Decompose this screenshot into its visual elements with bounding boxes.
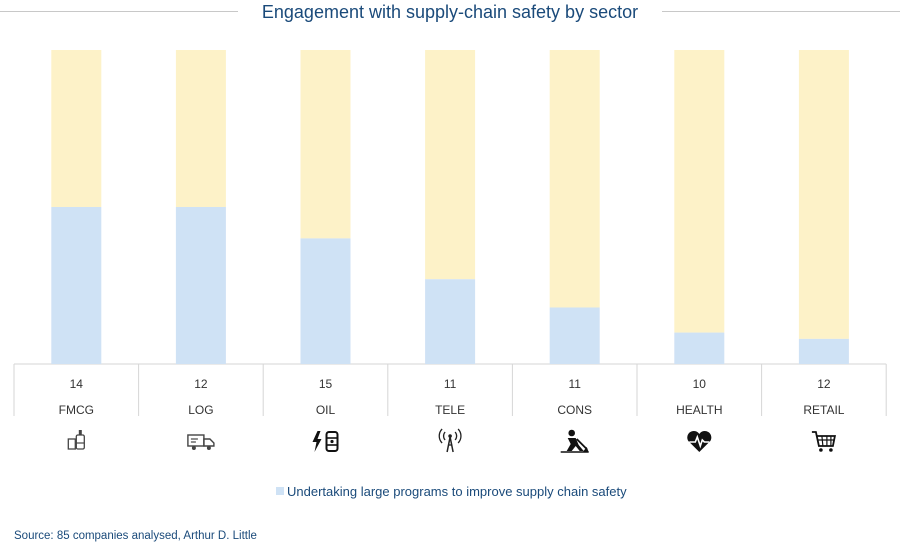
count-label: 14 <box>70 377 84 391</box>
bar-program-cons <box>549 307 600 364</box>
bar-program-oil <box>300 238 351 364</box>
bar-program-retail <box>798 338 849 364</box>
legend: Undertaking large programs to improve su… <box>276 484 627 499</box>
heart-pulse-icon <box>687 430 712 452</box>
bar-program-tele <box>425 279 476 364</box>
count-label: 11 <box>444 377 457 391</box>
legend-swatch <box>276 487 284 495</box>
category-label: LOG <box>188 403 213 417</box>
category-label: FMCG <box>59 403 94 417</box>
count-label: 11 <box>568 377 581 391</box>
radio-tower-icon <box>438 428 462 453</box>
energy-barrel-icon <box>312 431 339 452</box>
source-note: Source: 85 companies analysed, Arthur D.… <box>14 530 257 542</box>
title-rule-right <box>662 11 900 12</box>
title-rule-left <box>0 11 238 12</box>
bar-remainder-retail <box>798 50 849 339</box>
bottles-icon <box>67 430 85 450</box>
bar-program-health <box>674 332 725 364</box>
bar-remainder-oil <box>300 50 351 239</box>
count-label: 10 <box>693 377 707 391</box>
legend-label: Undertaking large programs to improve su… <box>287 484 627 499</box>
category-label: OIL <box>316 403 336 417</box>
bar-chart: 14 FMCG 12 LOG 15 OIL 11 TELE 11 CONS 10 HEALTH 12 RE… <box>13 50 887 453</box>
count-label: 12 <box>194 377 208 391</box>
category-label: CONS <box>557 403 592 417</box>
count-label: 12 <box>817 377 831 391</box>
bar-program-log <box>175 207 226 364</box>
bar-remainder-tele <box>425 50 476 280</box>
bar-remainder-cons <box>549 50 600 308</box>
category-label: HEALTH <box>676 403 722 417</box>
chart-title-bar: Engagement with supply-chain safety by s… <box>0 0 900 26</box>
bar-remainder-health <box>674 50 725 333</box>
shopping-cart-icon <box>811 431 836 452</box>
delivery-truck-icon <box>187 434 215 450</box>
category-label: TELE <box>435 403 465 417</box>
count-label: 15 <box>319 377 333 391</box>
construction-worker-icon <box>560 429 589 453</box>
bar-remainder-log <box>175 50 226 207</box>
bar-remainder-fmcg <box>51 50 102 207</box>
chart-title: Engagement with supply-chain safety by s… <box>0 2 900 23</box>
category-label: RETAIL <box>803 403 844 417</box>
bar-program-fmcg <box>51 207 102 364</box>
